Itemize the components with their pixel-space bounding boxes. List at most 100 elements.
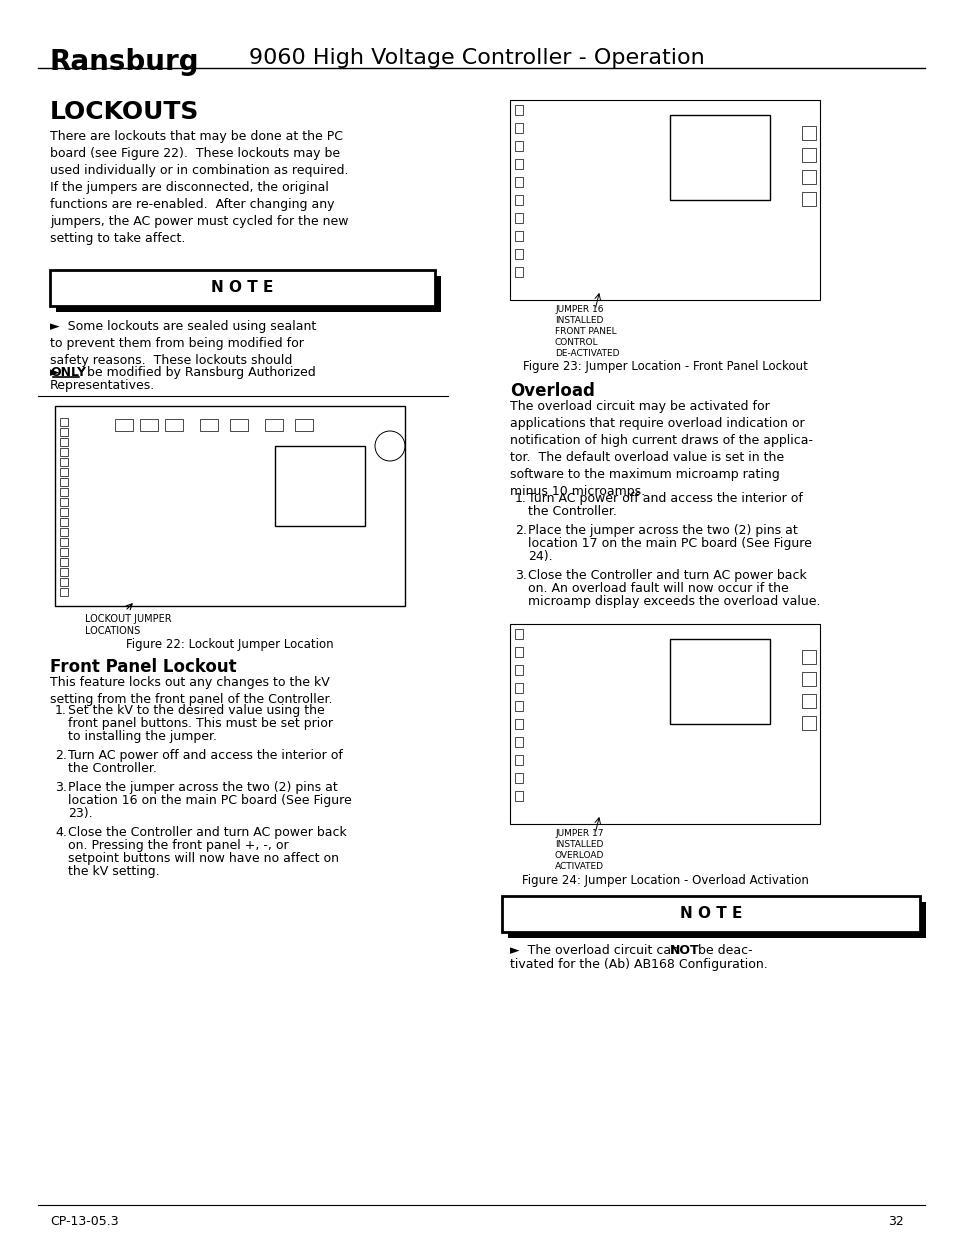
Bar [515, 124, 522, 133]
Text: JUMPER 16
INSTALLED
FRONT PANEL
CONTROL
DE-ACTIVATED: JUMPER 16 INSTALLED FRONT PANEL CONTROL … [555, 305, 618, 358]
Bar [515, 629, 522, 638]
Text: 4.: 4. [55, 826, 67, 839]
Text: 1.: 1. [515, 492, 526, 505]
Bar [60, 548, 68, 556]
Text: Figure 22: Lockout Jumper Location: Figure 22: Lockout Jumper Location [126, 638, 334, 651]
Bar [801, 716, 815, 730]
Bar [515, 773, 522, 783]
Text: setpoint buttons will now have no affect on: setpoint buttons will now have no affect… [68, 852, 338, 864]
Bar [801, 672, 815, 685]
Bar [60, 538, 68, 546]
Bar [515, 177, 522, 186]
Text: Figure 24: Jumper Location - Overload Activation: Figure 24: Jumper Location - Overload Ac… [521, 874, 807, 887]
Bar [60, 558, 68, 566]
Bar [60, 517, 68, 526]
Bar [515, 719, 522, 729]
Bar [510, 100, 820, 300]
Bar [515, 105, 522, 115]
Bar [515, 141, 522, 151]
Bar [60, 438, 68, 446]
Text: LOCKOUTS: LOCKOUTS [50, 100, 199, 124]
Bar [515, 231, 522, 241]
Text: microamp display exceeds the overload value.: microamp display exceeds the overload va… [527, 595, 820, 608]
Text: 2.: 2. [515, 524, 526, 537]
Text: 9060 High Voltage Controller - Operation: 9060 High Voltage Controller - Operation [249, 48, 704, 68]
Text: 1.: 1. [55, 704, 67, 718]
Bar [115, 419, 132, 431]
Bar [669, 638, 769, 724]
Bar [230, 419, 248, 431]
Bar [60, 458, 68, 466]
Text: Figure 23: Jumper Location - Front Panel Lockout: Figure 23: Jumper Location - Front Panel… [522, 359, 806, 373]
Text: 3.: 3. [515, 569, 526, 582]
Bar [501, 897, 919, 932]
Text: be deac-: be deac- [693, 944, 752, 957]
Text: 23).: 23). [68, 806, 92, 820]
Bar [60, 508, 68, 516]
Bar [515, 249, 522, 259]
Text: Ransburg: Ransburg [50, 48, 199, 77]
Bar [515, 664, 522, 676]
Bar [60, 578, 68, 585]
Bar [60, 468, 68, 475]
Bar [60, 478, 68, 487]
Text: on. Pressing the front panel +, -, or: on. Pressing the front panel +, -, or [68, 839, 289, 852]
Text: 32: 32 [887, 1215, 903, 1228]
Bar [507, 902, 925, 939]
Text: N O T E: N O T E [212, 280, 274, 295]
Text: Representatives.: Representatives. [50, 379, 155, 391]
Bar [274, 446, 365, 526]
Text: location 16 on the main PC board (See Figure: location 16 on the main PC board (See Fi… [68, 794, 352, 806]
Text: There are lockouts that may be done at the PC
board (see Figure 22).  These lock: There are lockouts that may be done at t… [50, 130, 348, 245]
Text: to installing the jumper.: to installing the jumper. [68, 730, 216, 743]
Text: be modified by Ransburg Authorized: be modified by Ransburg Authorized [83, 366, 315, 379]
Bar [515, 212, 522, 224]
Bar [60, 488, 68, 496]
Text: LOCKOUT JUMPER
LOCATIONS: LOCKOUT JUMPER LOCATIONS [85, 614, 172, 636]
Bar [55, 406, 405, 606]
Bar [50, 270, 435, 306]
Text: ►  The overload circuit can: ► The overload circuit can [510, 944, 682, 957]
Text: The overload circuit may be activated for
applications that require overload ind: The overload circuit may be activated fo… [510, 400, 812, 498]
Text: on. An overload fault will now occur if the: on. An overload fault will now occur if … [527, 582, 788, 595]
Text: Front Panel Lockout: Front Panel Lockout [50, 658, 236, 676]
Text: N O T E: N O T E [679, 906, 741, 921]
Text: NOT: NOT [669, 944, 699, 957]
Bar [56, 275, 440, 312]
Bar [801, 694, 815, 708]
Bar [515, 195, 522, 205]
Text: Close the Controller and turn AC power back: Close the Controller and turn AC power b… [527, 569, 806, 582]
Text: ►: ► [50, 366, 59, 379]
Text: the Controller.: the Controller. [68, 762, 156, 776]
Bar [801, 191, 815, 206]
Text: tivated for the (Ab) AB168 Configuration.: tivated for the (Ab) AB168 Configuration… [510, 958, 767, 971]
Bar [140, 419, 158, 431]
Bar [265, 419, 283, 431]
Bar [60, 568, 68, 576]
Bar [801, 650, 815, 664]
Text: ►  Some lockouts are sealed using sealant
to prevent them from being modified fo: ► Some lockouts are sealed using sealant… [50, 320, 315, 367]
Bar [510, 624, 820, 824]
Bar [60, 498, 68, 506]
Bar [801, 170, 815, 184]
Bar [669, 115, 769, 200]
Text: ONLY: ONLY [50, 366, 86, 379]
Text: Turn AC power off and access the interior of: Turn AC power off and access the interio… [68, 748, 342, 762]
Text: 2.: 2. [55, 748, 67, 762]
Text: JUMPER 17
INSTALLED
OVERLOAD
ACTIVATED: JUMPER 17 INSTALLED OVERLOAD ACTIVATED [555, 829, 604, 872]
Text: the Controller.: the Controller. [527, 505, 617, 517]
Text: front panel buttons. This must be set prior: front panel buttons. This must be set pr… [68, 718, 333, 730]
Bar [165, 419, 183, 431]
Bar [515, 755, 522, 764]
Bar [801, 126, 815, 140]
Text: 3.: 3. [55, 781, 67, 794]
Bar [515, 159, 522, 169]
Text: Overload: Overload [510, 382, 595, 400]
Bar [60, 448, 68, 456]
Text: Close the Controller and turn AC power back: Close the Controller and turn AC power b… [68, 826, 346, 839]
Text: Turn AC power off and access the interior of: Turn AC power off and access the interio… [527, 492, 802, 505]
Bar [60, 529, 68, 536]
Bar [515, 647, 522, 657]
Bar [60, 588, 68, 597]
Bar [60, 417, 68, 426]
